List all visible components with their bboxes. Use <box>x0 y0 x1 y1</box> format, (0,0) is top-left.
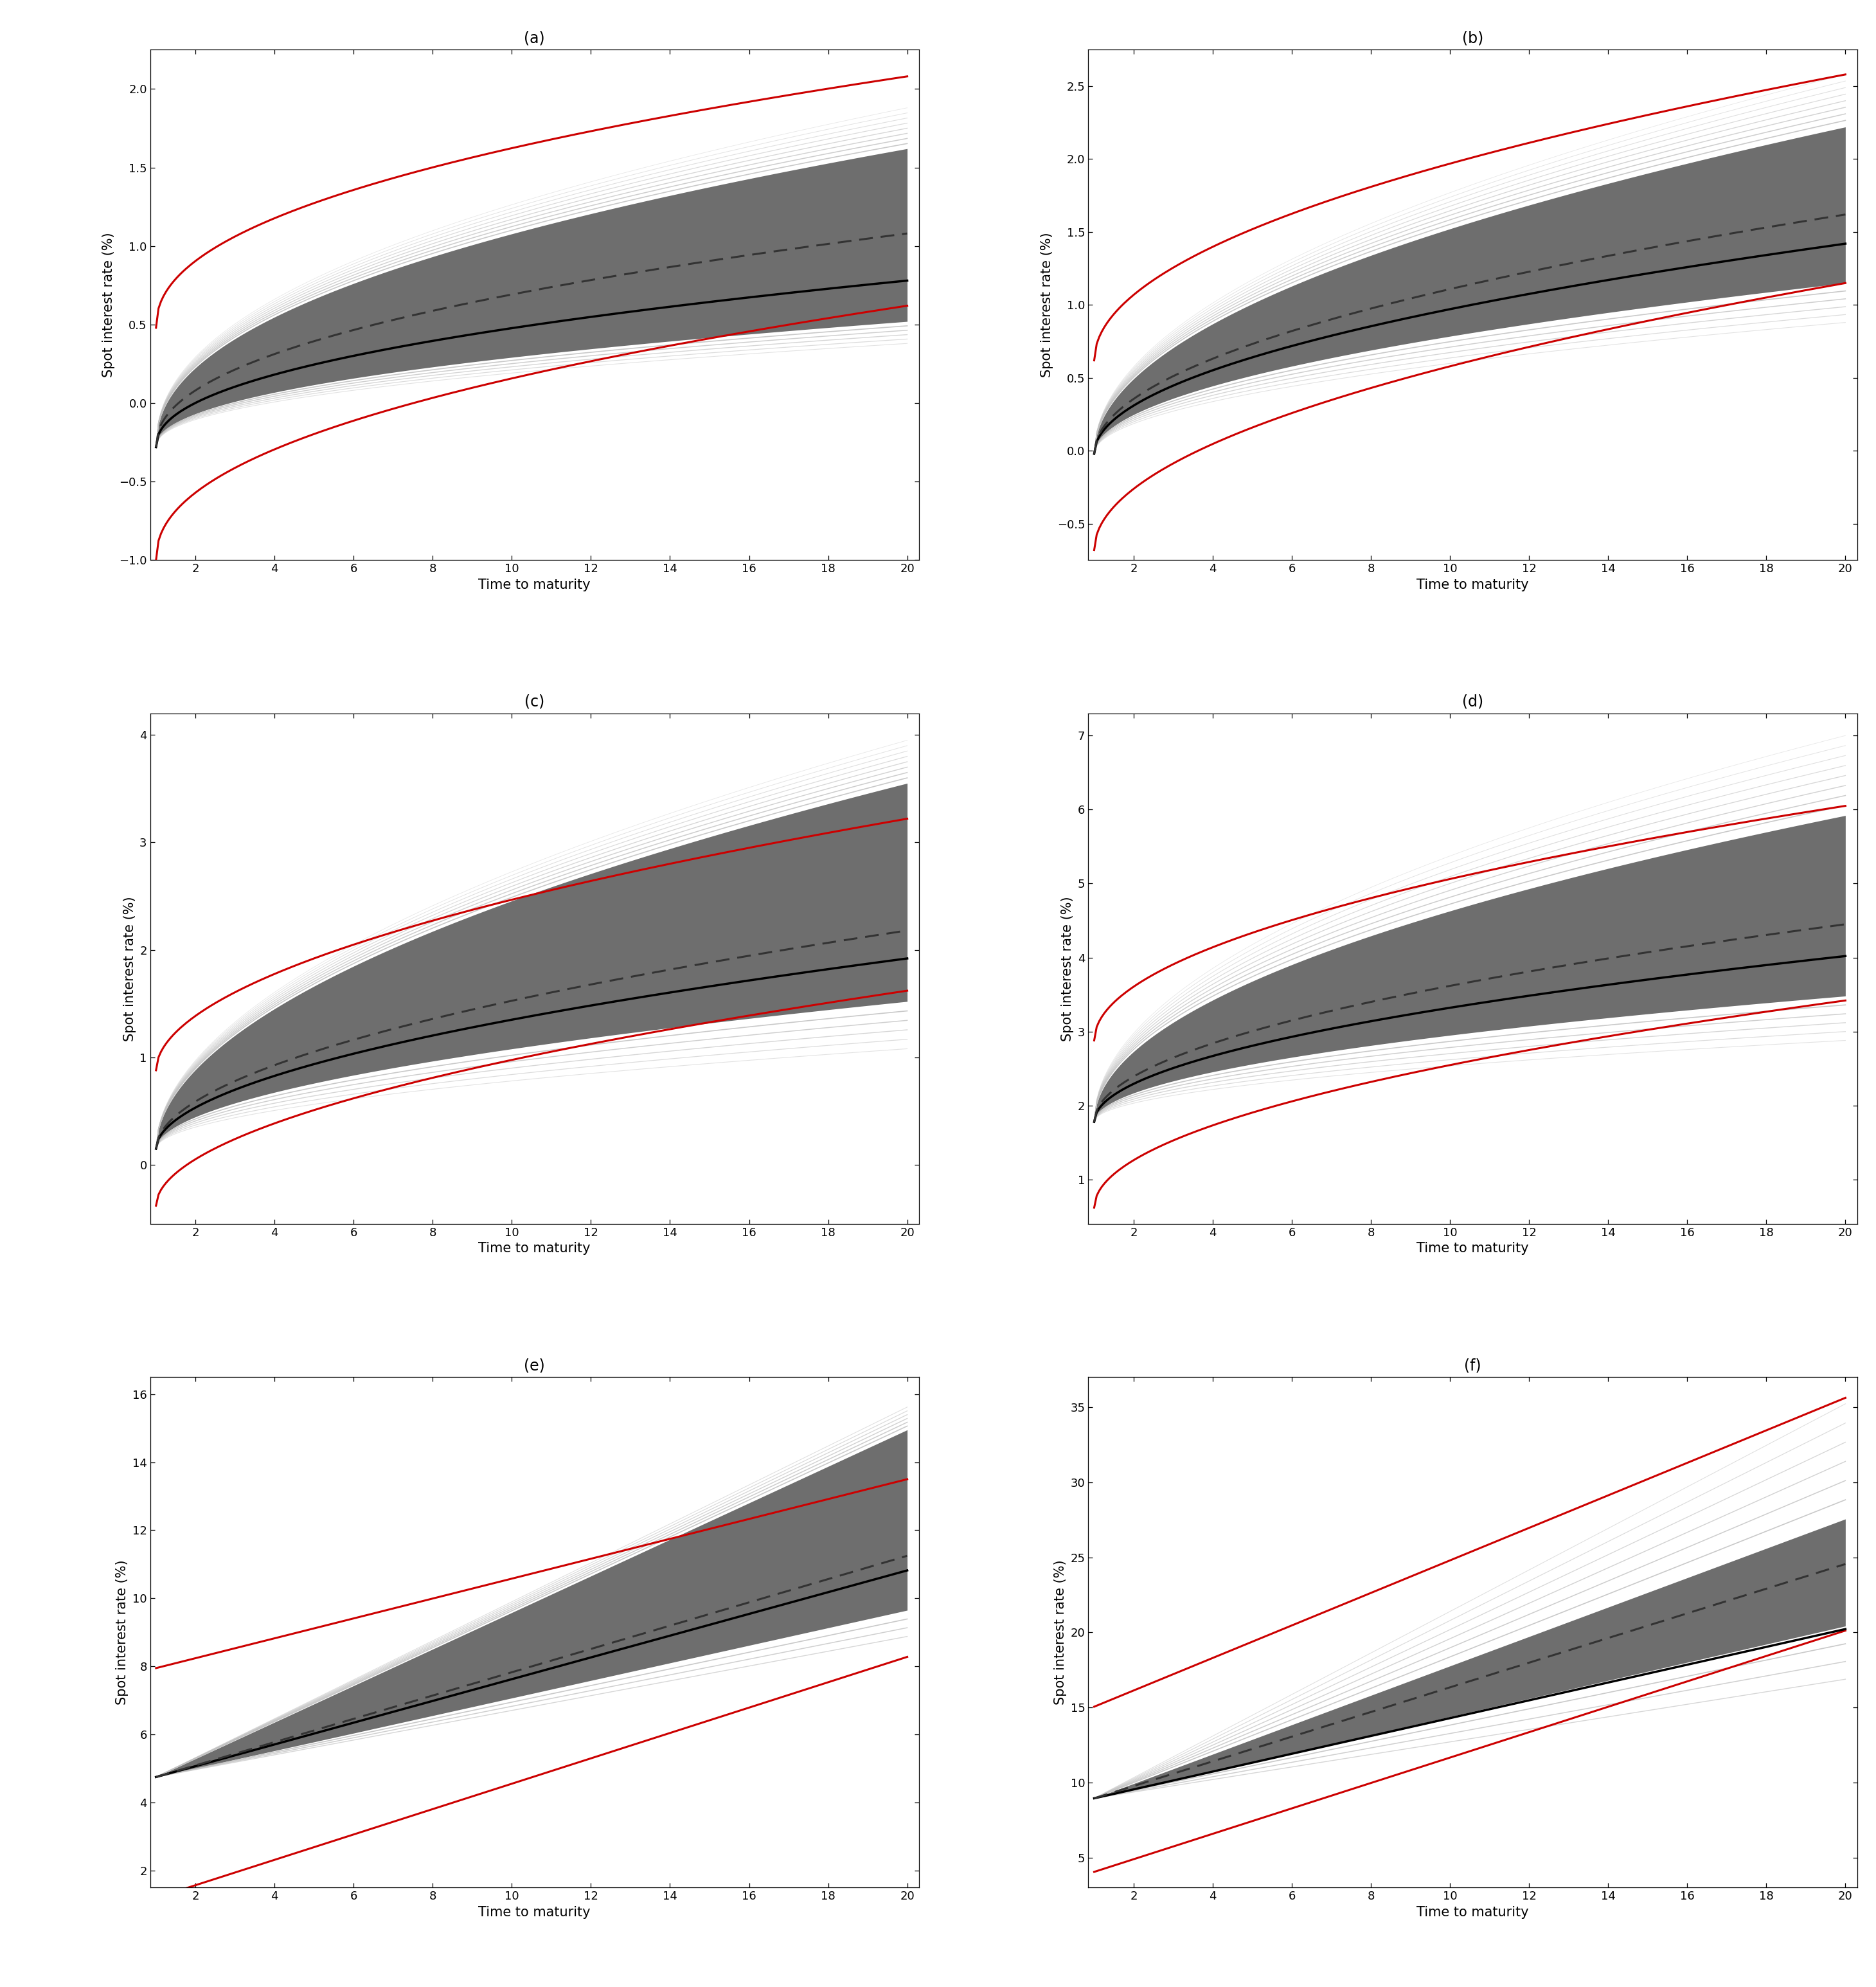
X-axis label: Time to maturity: Time to maturity <box>1416 1906 1529 1919</box>
X-axis label: Time to maturity: Time to maturity <box>1416 578 1529 592</box>
Title: (a): (a) <box>523 30 546 46</box>
Y-axis label: Spot interest rate (%): Spot interest rate (%) <box>1054 1560 1067 1705</box>
X-axis label: Time to maturity: Time to maturity <box>478 1242 591 1256</box>
Title: (f): (f) <box>1463 1357 1482 1373</box>
X-axis label: Time to maturity: Time to maturity <box>478 578 591 592</box>
Y-axis label: Spot interest rate (%): Spot interest rate (%) <box>103 232 114 378</box>
Y-axis label: Spot interest rate (%): Spot interest rate (%) <box>124 896 135 1041</box>
Title: (b): (b) <box>1461 30 1484 46</box>
Y-axis label: Spot interest rate (%): Spot interest rate (%) <box>1062 896 1075 1041</box>
Title: (e): (e) <box>523 1357 546 1373</box>
X-axis label: Time to maturity: Time to maturity <box>478 1906 591 1919</box>
Title: (c): (c) <box>525 693 544 709</box>
X-axis label: Time to maturity: Time to maturity <box>1416 1242 1529 1256</box>
Y-axis label: Spot interest rate (%): Spot interest rate (%) <box>1041 232 1054 378</box>
Y-axis label: Spot interest rate (%): Spot interest rate (%) <box>116 1560 129 1705</box>
Title: (d): (d) <box>1461 693 1484 709</box>
